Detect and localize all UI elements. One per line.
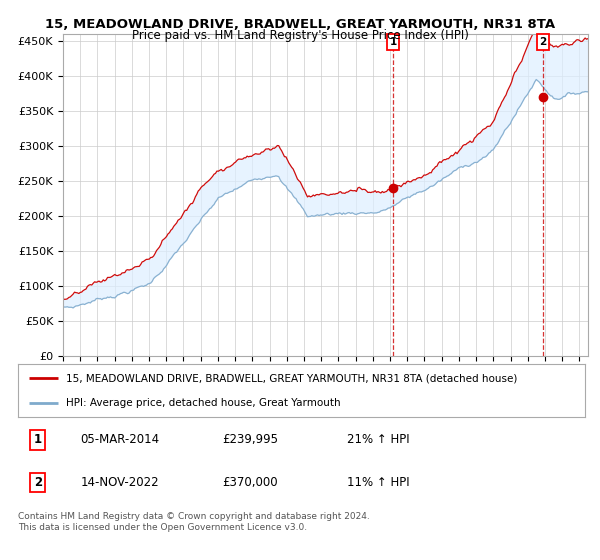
Text: 05-MAR-2014: 05-MAR-2014 (80, 433, 160, 446)
Text: 2: 2 (34, 476, 42, 489)
Text: 2: 2 (539, 37, 547, 47)
Text: 15, MEADOWLAND DRIVE, BRADWELL, GREAT YARMOUTH, NR31 8TA (detached house): 15, MEADOWLAND DRIVE, BRADWELL, GREAT YA… (66, 374, 518, 384)
Text: Price paid vs. HM Land Registry's House Price Index (HPI): Price paid vs. HM Land Registry's House … (131, 29, 469, 42)
Text: 1: 1 (389, 37, 397, 47)
Text: 21% ↑ HPI: 21% ↑ HPI (347, 433, 409, 446)
Text: £239,995: £239,995 (222, 433, 278, 446)
Text: 15, MEADOWLAND DRIVE, BRADWELL, GREAT YARMOUTH, NR31 8TA: 15, MEADOWLAND DRIVE, BRADWELL, GREAT YA… (45, 18, 555, 31)
Text: £370,000: £370,000 (222, 476, 278, 489)
Text: 11% ↑ HPI: 11% ↑ HPI (347, 476, 409, 489)
Text: Contains HM Land Registry data © Crown copyright and database right 2024.
This d: Contains HM Land Registry data © Crown c… (18, 512, 370, 532)
Text: 14-NOV-2022: 14-NOV-2022 (80, 476, 159, 489)
Text: 1: 1 (34, 433, 42, 446)
Text: HPI: Average price, detached house, Great Yarmouth: HPI: Average price, detached house, Grea… (66, 398, 341, 408)
